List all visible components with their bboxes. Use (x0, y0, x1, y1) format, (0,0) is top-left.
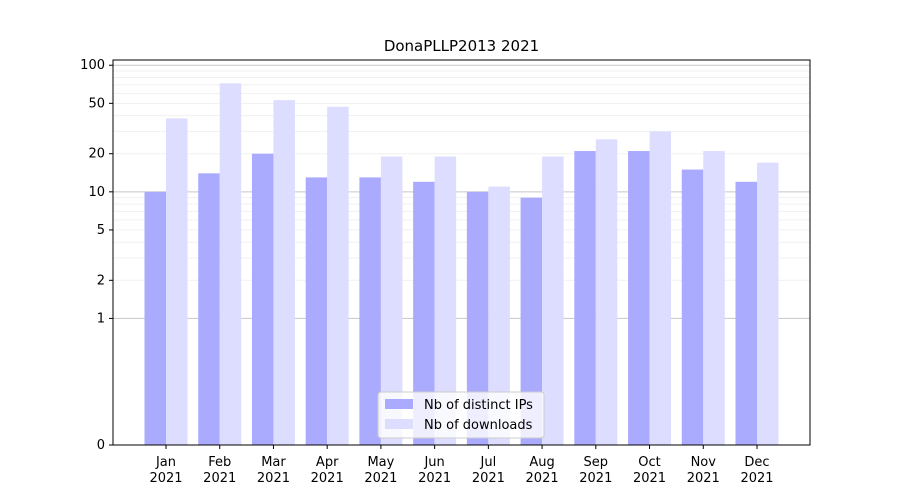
x-tick-label: Feb 2021 (203, 455, 236, 486)
x-tick-label-line: Feb (208, 455, 231, 470)
x-tick-label-line: 2021 (418, 471, 451, 486)
x-tick-label-line: Jun (423, 455, 444, 470)
bar-distinct-ips (628, 151, 650, 445)
legend-swatch (385, 419, 413, 429)
x-tick-label-line: Nov (691, 455, 717, 470)
x-tick-label: Jun 2021 (418, 455, 451, 486)
bar-distinct-ips (198, 173, 220, 445)
bar-downloads (327, 106, 349, 445)
x-tick-label-line: 2021 (579, 471, 612, 486)
x-tick-label-line: 2021 (149, 471, 182, 486)
x-tick-label-line: Sep (584, 455, 609, 470)
x-tick-label-line: 2021 (472, 471, 505, 486)
x-tick-label-line: 2021 (257, 471, 290, 486)
y-tick-label: 1 (97, 311, 105, 326)
bar-downloads (757, 162, 779, 445)
bar-distinct-ips (359, 177, 381, 446)
x-tick-label: Jan 2021 (149, 455, 182, 486)
y-tick-label: 5 (97, 223, 105, 238)
legend-label: Nb of distinct IPs (424, 398, 533, 413)
x-tick-label-line: May (367, 455, 394, 470)
bar-downloads (219, 83, 242, 445)
bar-downloads (434, 156, 457, 446)
x-tick-label-line: 2021 (364, 471, 397, 486)
y-tick-label: 20 (88, 147, 105, 162)
x-tick-label-line: Jan (155, 455, 176, 470)
x-tick-label-line: 2021 (526, 471, 559, 486)
bar-distinct-ips (305, 177, 328, 446)
bar-distinct-ips (520, 197, 543, 445)
bar-distinct-ips (251, 153, 274, 446)
x-tick-label: Nov 2021 (687, 455, 720, 486)
bar-downloads (703, 151, 725, 445)
bar-distinct-ips (144, 191, 166, 445)
x-tick-label-line: 2021 (740, 471, 773, 486)
bar-downloads (595, 139, 618, 445)
bar-distinct-ips (681, 169, 704, 445)
y-tick-label: 50 (88, 96, 105, 111)
bar-layer (144, 83, 779, 446)
x-tick-label: Dec 2021 (740, 455, 773, 486)
x-tick-label-line: Jul (480, 455, 497, 470)
bar-downloads (273, 100, 295, 445)
x-tick-label-line: Oct (638, 455, 660, 470)
bar-distinct-ips (466, 191, 489, 445)
bar-distinct-ips (574, 151, 596, 445)
x-tick-label-line: Mar (261, 455, 286, 470)
x-tick-label: Mar 2021 (257, 455, 290, 486)
bar-downloads (488, 186, 510, 446)
x-tick-label-line: 2021 (687, 471, 720, 486)
legend-swatch (385, 399, 413, 409)
x-tick-label-line: Dec (744, 455, 769, 470)
x-tick-label: May 2021 (364, 455, 397, 486)
legend: Nb of distinct IPs Nb of downloads (377, 391, 545, 439)
x-tick-label-line: Apr (316, 455, 339, 470)
bar-distinct-ips (735, 181, 757, 445)
bar-downloads (542, 156, 564, 446)
x-tick-label-line: 2021 (633, 471, 666, 486)
x-tick-label-line: 2021 (203, 471, 236, 486)
plot-frame (112, 59, 811, 446)
x-tick-label: Apr 2021 (311, 455, 344, 486)
y-tick-label: 100 (80, 58, 105, 73)
y-tick-label: 0 (97, 438, 105, 453)
x-tick-label: Oct 2021 (633, 455, 666, 486)
chart-title: DonaPLLP2013 2021 (384, 37, 539, 55)
x-tick-label-line: 2021 (311, 471, 344, 486)
x-tick-label: Sep 2021 (579, 455, 612, 486)
x-tick-label: Aug 2021 (526, 455, 559, 486)
legend-label: Nb of downloads (424, 418, 533, 433)
bar-distinct-ips (413, 181, 435, 445)
bar-downloads (380, 156, 403, 446)
x-tick-label: Jul 2021 (472, 455, 505, 486)
y-tick-label: 2 (97, 273, 105, 288)
legend-box (377, 391, 545, 439)
x-tick-label-line: Aug (529, 455, 554, 470)
y-tick-label: 10 (88, 185, 105, 200)
bar-downloads (166, 118, 188, 445)
bar-downloads (649, 131, 672, 445)
